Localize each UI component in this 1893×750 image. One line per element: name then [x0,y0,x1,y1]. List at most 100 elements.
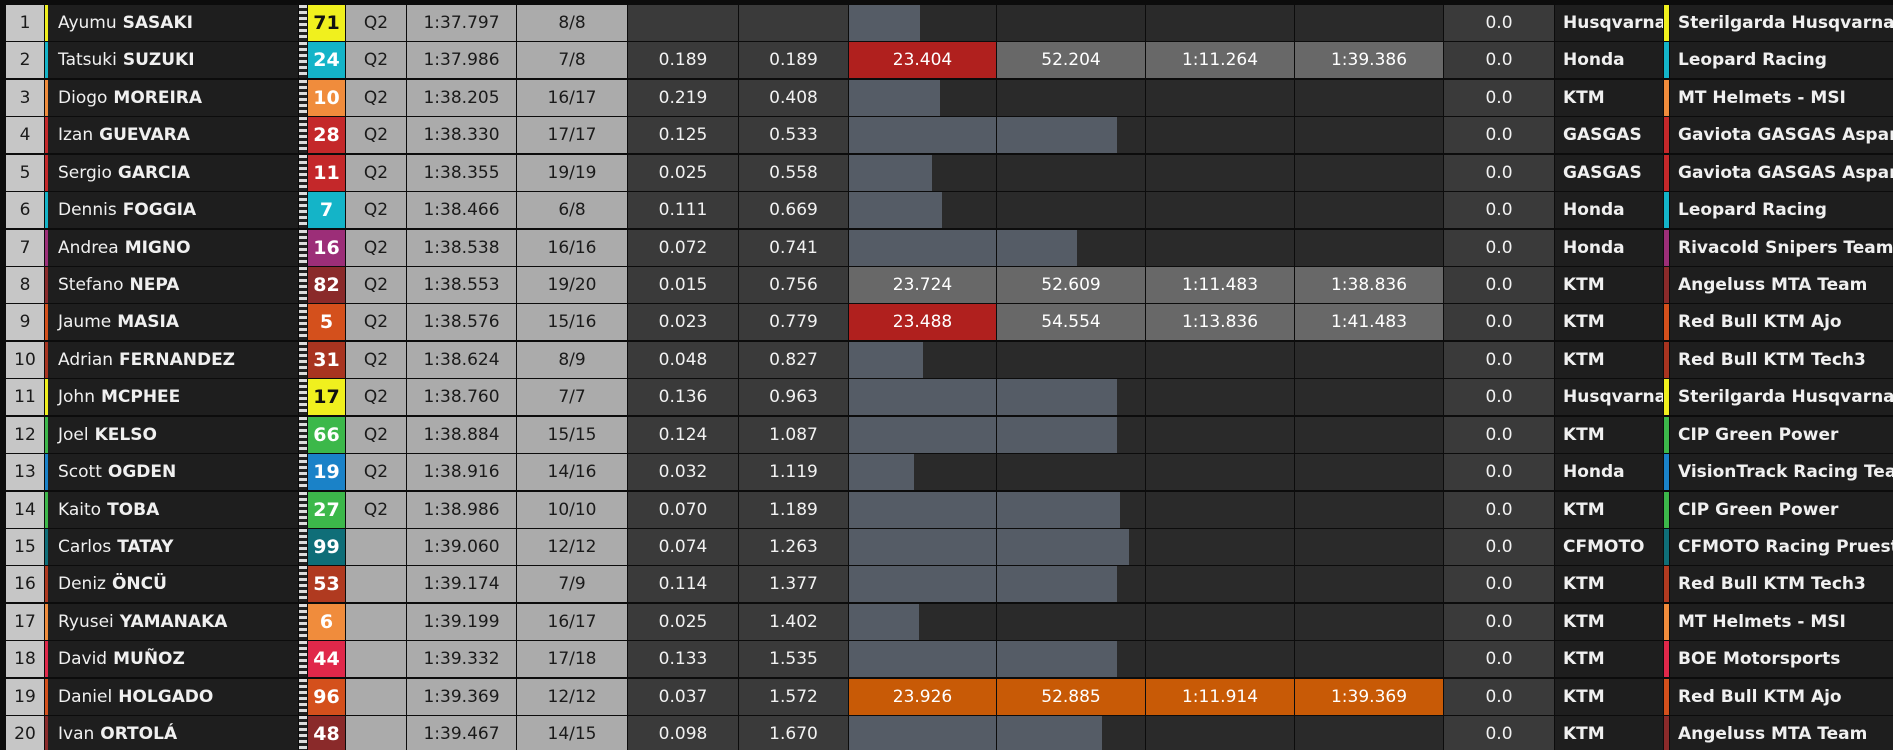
position: 14 [6,492,44,528]
progress-bar [849,492,996,528]
laps: 14/15 [517,716,627,750]
zero-value: 0.0 [1444,42,1554,78]
sector-progress [1146,604,1294,640]
rider-number: 48 [308,716,345,750]
progress-bar [997,492,1120,528]
sector-time: 1:41.483 [1295,304,1443,340]
checker [299,155,307,191]
position: 5 [6,155,44,191]
rider-number: 16 [308,230,345,266]
rider-color-strip [45,117,48,153]
lap-time: 1:37.797 [407,5,516,41]
rider-number: 66 [308,417,345,453]
manufacturer: KTM [1555,679,1663,715]
sector-progress [1295,230,1443,266]
manufacturer: GASGAS [1555,155,1663,191]
rider-color-strip [45,42,48,78]
position: 2 [6,42,44,78]
team: Sterilgarda Husqvarna Max [1670,5,1893,41]
session: Q2 [346,379,406,415]
session: Q2 [346,417,406,453]
sector-progress [849,155,996,191]
manufacturer: KTM [1555,604,1663,640]
rider-number: 10 [308,80,345,116]
sector-progress [997,604,1145,640]
session: Q2 [346,5,406,41]
sector-progress [1295,80,1443,116]
sector-time: 52.609 [997,267,1145,303]
rider-number: 71 [308,5,345,41]
position: 12 [6,417,44,453]
lap-time: 1:37.986 [407,42,516,78]
lap-time: 1:39.332 [407,641,516,677]
last-name: SUZUKI [122,49,195,70]
laps: 19/20 [517,267,627,303]
diff: 1.087 [739,417,848,453]
progress-bar [849,192,942,228]
laps: 12/12 [517,529,627,565]
session: Q2 [346,155,406,191]
zero-value: 0.0 [1444,492,1554,528]
sector-progress [1146,192,1294,228]
last-name: MIGNO [124,237,191,258]
progress-bar [849,230,996,266]
sector-progress [1146,230,1294,266]
team-color-strip [1664,42,1669,78]
laps: 19/19 [517,155,627,191]
team-color-strip [1664,492,1669,528]
progress-bar [997,641,1117,677]
sector-progress [1146,454,1294,490]
first-name: Scott [58,461,102,482]
position: 17 [6,604,44,640]
checker [299,679,307,715]
rider-name: Daniel HOLGADO [48,679,298,715]
position: 4 [6,117,44,153]
zero-value: 0.0 [1444,192,1554,228]
session: Q2 [346,492,406,528]
checker [299,492,307,528]
gap: 0.074 [628,529,738,565]
manufacturer: Honda [1555,230,1663,266]
lap-time: 1:38.466 [407,192,516,228]
gap: 0.189 [628,42,738,78]
team-color-strip [1664,379,1669,415]
sector-time: 54.554 [997,304,1145,340]
last-name: GUEVARA [99,124,190,145]
progress-bar [849,716,996,750]
sector-progress [1146,379,1294,415]
checker [299,80,307,116]
laps: 15/15 [517,417,627,453]
sector-progress [849,192,996,228]
lap-time: 1:38.553 [407,267,516,303]
manufacturer: Husqvarna [1555,5,1663,41]
position: 8 [6,267,44,303]
sector-progress [849,604,996,640]
rider-number: 5 [308,304,345,340]
first-name: Diogo [58,87,108,108]
progress-bar [997,230,1077,266]
sector-progress [849,529,996,565]
checker [299,379,307,415]
rider-color-strip [45,267,48,303]
rider-number: 96 [308,679,345,715]
zero-value: 0.0 [1444,454,1554,490]
last-name: KELSO [94,424,157,445]
progress-bar [997,117,1117,153]
position: 3 [6,80,44,116]
rider-name: John MCPHEE [48,379,298,415]
sector-progress [997,492,1145,528]
team-color-strip [1664,454,1669,490]
position: 11 [6,379,44,415]
rider-color-strip [45,379,48,415]
zero-value: 0.0 [1444,379,1554,415]
gap: 0.133 [628,641,738,677]
zero-value: 0.0 [1444,417,1554,453]
last-name: FERNANDEZ [119,349,236,370]
rider-name: Ryusei YAMANAKA [48,604,298,640]
laps: 16/17 [517,604,627,640]
position: 10 [6,342,44,378]
team: MT Helmets - MSI [1670,604,1893,640]
last-name: GARCIA [117,162,191,183]
checker [299,117,307,153]
